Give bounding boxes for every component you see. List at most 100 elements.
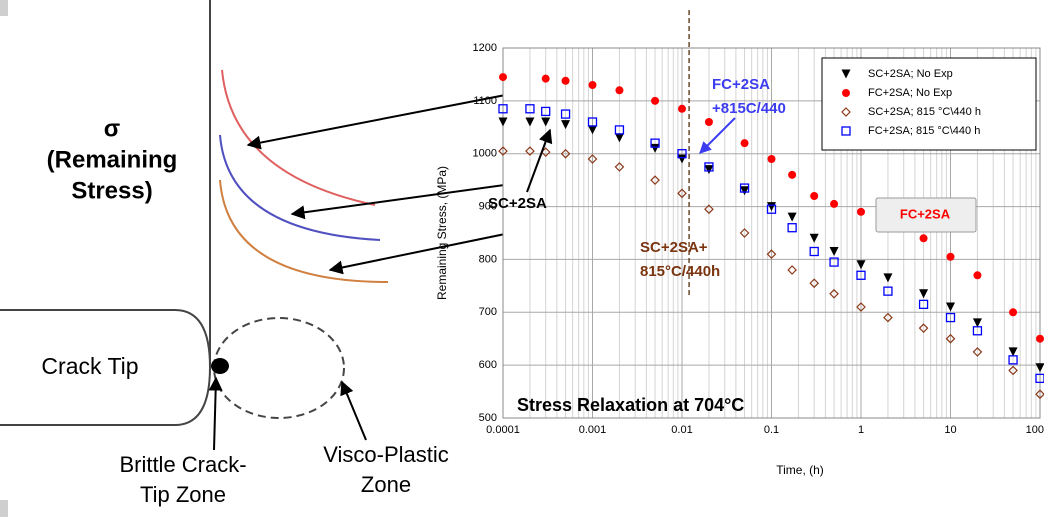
y-tick-label: 600 bbox=[479, 359, 497, 371]
annotation: SC+2SA bbox=[488, 195, 547, 212]
point bbox=[856, 270, 866, 280]
visco-zone bbox=[213, 317, 345, 419]
x-axis-label: Time, (h) bbox=[776, 463, 824, 477]
crack-tip-label: Crack Tip bbox=[41, 353, 138, 379]
curve-red bbox=[221, 69, 376, 206]
point bbox=[541, 106, 551, 117]
legend-label: SC+2SA; No Exp bbox=[868, 68, 953, 80]
point bbox=[767, 202, 776, 212]
point bbox=[766, 249, 777, 259]
point bbox=[973, 271, 982, 280]
visco-label: Zone bbox=[361, 472, 411, 497]
point bbox=[946, 252, 955, 261]
point bbox=[677, 149, 687, 159]
point bbox=[972, 318, 982, 328]
y-tick-label: 900 bbox=[479, 200, 497, 212]
stress-label: Stress) bbox=[71, 177, 152, 204]
point bbox=[787, 212, 797, 222]
point bbox=[561, 76, 570, 85]
point bbox=[1035, 373, 1044, 384]
point bbox=[560, 109, 571, 119]
curve-orange bbox=[219, 179, 389, 283]
annotation: FC+2SA bbox=[900, 206, 951, 221]
point bbox=[883, 286, 893, 296]
annotation: FC+2SA bbox=[712, 76, 770, 93]
point bbox=[809, 246, 819, 257]
annotation: SC+2SA+ bbox=[640, 239, 708, 256]
plot-frame bbox=[502, 47, 1041, 419]
point bbox=[561, 120, 571, 130]
point bbox=[650, 175, 660, 185]
point bbox=[788, 170, 797, 179]
arrow bbox=[208, 376, 223, 451]
x-tick-label: 0.1 bbox=[764, 424, 779, 436]
stress-label: (Remaining bbox=[47, 146, 178, 173]
point bbox=[945, 333, 956, 344]
legend-box bbox=[821, 57, 1037, 151]
point bbox=[740, 139, 749, 148]
point bbox=[787, 265, 797, 275]
legend-marker bbox=[842, 89, 850, 97]
brittle-label: Tip Zone bbox=[140, 482, 226, 507]
point bbox=[588, 81, 597, 89]
point bbox=[498, 104, 508, 114]
point bbox=[560, 148, 571, 159]
point bbox=[704, 162, 714, 172]
annotation-arrow bbox=[699, 117, 736, 154]
point bbox=[829, 257, 839, 267]
point bbox=[972, 347, 983, 357]
point bbox=[704, 204, 714, 215]
point bbox=[1035, 363, 1044, 373]
point bbox=[856, 260, 866, 270]
corner bbox=[0, 500, 8, 517]
point bbox=[767, 155, 776, 163]
crack bbox=[0, 309, 212, 426]
point bbox=[499, 73, 507, 82]
point bbox=[677, 188, 687, 199]
point bbox=[541, 117, 551, 127]
point bbox=[614, 162, 625, 172]
y-tick-label: 500 bbox=[479, 412, 497, 424]
point bbox=[541, 74, 550, 83]
point bbox=[587, 154, 598, 164]
point bbox=[809, 278, 820, 289]
brittle-label: Brittle Crack- bbox=[119, 452, 246, 477]
curve-blue bbox=[219, 134, 381, 241]
visco-label: Visco-Plastic bbox=[323, 442, 449, 467]
point bbox=[1009, 308, 1018, 317]
point bbox=[525, 104, 535, 114]
point bbox=[1035, 389, 1044, 400]
legend-marker bbox=[841, 126, 851, 136]
point bbox=[525, 146, 535, 156]
point bbox=[829, 247, 839, 256]
point bbox=[587, 117, 598, 127]
point bbox=[856, 302, 866, 312]
point bbox=[946, 302, 955, 312]
sigma: σ bbox=[104, 115, 120, 142]
point bbox=[1008, 365, 1018, 376]
y-tick-label: 800 bbox=[479, 253, 497, 265]
corner bbox=[0, 0, 8, 16]
x-tick-label: 0.01 bbox=[671, 424, 692, 436]
point bbox=[678, 104, 686, 113]
point bbox=[830, 199, 839, 208]
point bbox=[766, 204, 777, 214]
point bbox=[883, 312, 893, 323]
point bbox=[1008, 347, 1018, 357]
annotation: +815C/440 bbox=[712, 100, 786, 117]
legend-marker bbox=[841, 69, 851, 79]
legend-label: SC+2SA; 815 °C\440 h bbox=[868, 106, 981, 118]
point bbox=[614, 125, 625, 135]
point bbox=[857, 207, 865, 216]
x-tick-label: 10 bbox=[944, 424, 956, 436]
point bbox=[809, 233, 819, 243]
y-tick-label: 1200 bbox=[473, 42, 497, 54]
point bbox=[787, 223, 797, 233]
point bbox=[1036, 334, 1044, 343]
point bbox=[918, 299, 929, 310]
point bbox=[740, 186, 750, 196]
annotation: 815°C/440h bbox=[640, 263, 720, 280]
chart-title: Stress Relaxation at 704°C bbox=[517, 395, 744, 415]
